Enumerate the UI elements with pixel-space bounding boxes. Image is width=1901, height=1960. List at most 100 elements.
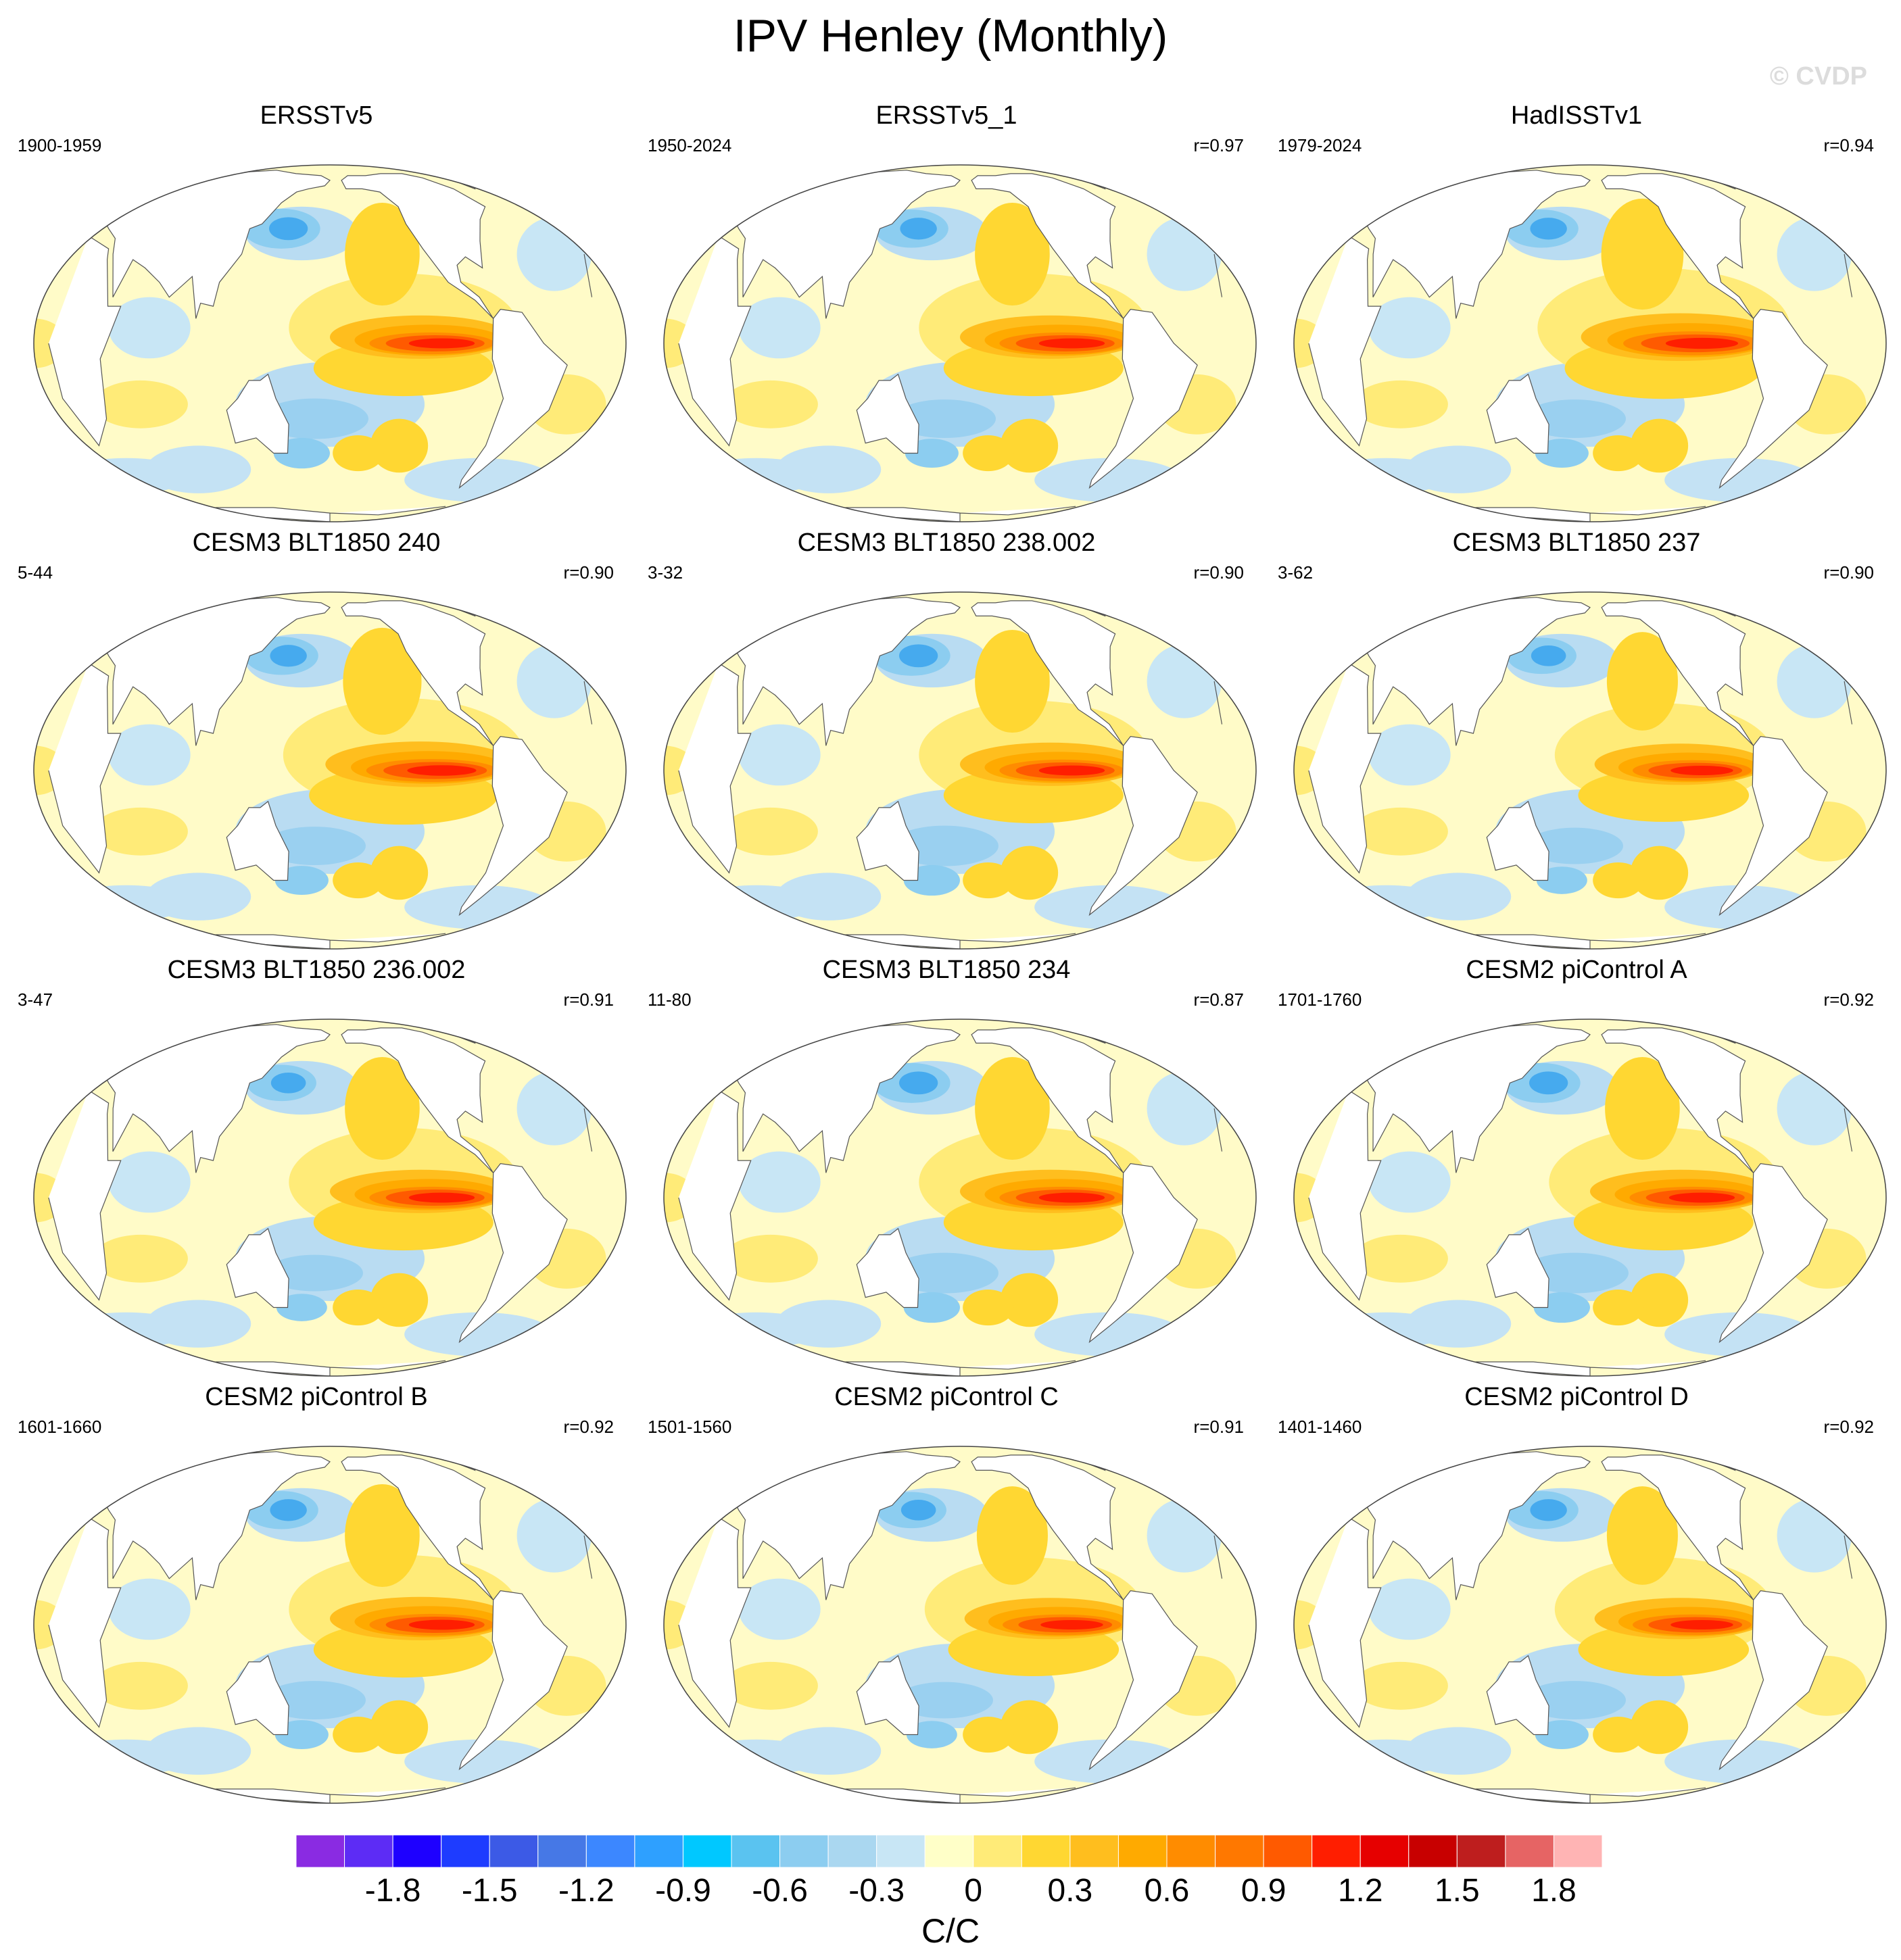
panel-title: CESM2 piControl C	[834, 1383, 1059, 1411]
panel-correlation: r=0.92	[563, 1417, 614, 1437]
map-outline	[1293, 1446, 1887, 1804]
panel-correlation: r=0.90	[563, 562, 614, 583]
panel-period: 3-62	[1278, 562, 1314, 583]
colorbar-tick-label: -1.8	[364, 1873, 421, 1909]
land-australia	[226, 373, 289, 454]
land-australia	[856, 1227, 919, 1308]
map-outline	[1293, 164, 1887, 522]
panel-title: CESM3 BLT1850 237	[1452, 529, 1701, 557]
land-southAmerica	[1718, 735, 1828, 916]
panel-period: 11-80	[648, 989, 692, 1010]
colorbar-swatch	[1069, 1835, 1119, 1867]
land-africa	[48, 235, 593, 447]
colorbar-tick-label: 1.8	[1531, 1873, 1577, 1909]
colorbar-tick-label: -1.2	[558, 1873, 615, 1909]
colorbar-tick-label: -0.3	[848, 1873, 905, 1909]
map-outline	[1293, 1019, 1887, 1377]
panel-title: CESM3 BLT1850 240	[192, 529, 441, 557]
colorbar-swatch	[1021, 1835, 1071, 1867]
land-africa	[1308, 662, 1853, 874]
colorbar-swatch	[1215, 1835, 1264, 1867]
colorbar-tick-label: -1.5	[461, 1873, 518, 1909]
sst-field	[34, 1019, 626, 1376]
colorbar-swatch	[296, 1835, 345, 1867]
land-australia	[1486, 800, 1549, 881]
land-southAmerica	[1088, 1590, 1198, 1771]
panel-period: 1900-1959	[18, 135, 102, 155]
colorbar-swatch	[1359, 1835, 1410, 1867]
land-southAmerica	[1718, 1590, 1828, 1771]
world-map	[1293, 1446, 1887, 1804]
panel-title: CESM2 piControl A	[1466, 956, 1687, 984]
map-outline	[1293, 591, 1887, 950]
land-northAmerica	[341, 600, 494, 746]
land-northAmerica	[971, 1027, 1124, 1173]
cvdp-watermark: © CVDP	[1769, 62, 1867, 91]
colorbar-swatch	[537, 1835, 587, 1867]
panel-period: 1701-1760	[1278, 989, 1362, 1010]
panel-correlation: r=0.90	[1193, 562, 1244, 583]
colorbar-units: C/C	[921, 1912, 980, 1950]
sst-field	[1294, 165, 1886, 522]
land-northAmerica	[341, 1454, 494, 1600]
colorbar-swatch	[1553, 1835, 1602, 1867]
land-southAmerica	[1088, 308, 1198, 489]
land-africa	[1308, 235, 1853, 447]
map-panel: CESM3 BLT1850 236.002 3-47 r=0.91	[5, 956, 627, 1381]
map-panel: CESM3 BLT1850 240 5-44 r=0.90	[5, 529, 627, 954]
map-panel: HadISSTv1 1979-2024 r=0.94	[1266, 101, 1887, 527]
sst-field	[664, 592, 1256, 949]
land-northAmerica	[971, 173, 1124, 319]
land-southAmerica	[1088, 1162, 1198, 1344]
colorbar-swatch	[392, 1835, 442, 1867]
panel-period: 1501-1560	[648, 1417, 732, 1437]
colorbar-swatch	[1505, 1835, 1554, 1867]
colorbar-tick-label: 0.9	[1241, 1873, 1286, 1909]
land-australia	[226, 800, 289, 881]
map-panel: CESM3 BLT1850 237 3-62 r=0.90	[1266, 529, 1887, 954]
world-map	[33, 591, 627, 950]
land-northAmerica	[1601, 1454, 1754, 1600]
panel-title: CESM3 BLT1850 236.002	[167, 956, 466, 984]
land-africa	[678, 1089, 1223, 1301]
land-africa	[678, 235, 1223, 447]
land-africa	[48, 1089, 593, 1301]
land-northAmerica	[971, 600, 1124, 746]
map-panel: CESM3 BLT1850 234 11-80 r=0.87	[635, 956, 1257, 1381]
land-australia	[856, 1655, 919, 1736]
land-africa	[1308, 1517, 1853, 1728]
sst-field	[1294, 1446, 1886, 1803]
world-map	[33, 164, 627, 522]
land-southAmerica	[458, 1162, 568, 1344]
panel-title: CESM2 piControl B	[205, 1383, 428, 1411]
land-africa	[48, 1517, 593, 1728]
panel-correlation: r=0.90	[1823, 562, 1874, 583]
colorbar-swatch	[1312, 1835, 1361, 1867]
land-southAmerica	[458, 308, 568, 489]
colorbar-tick-label: -0.9	[655, 1873, 711, 1909]
colorbar-tick-label: 0.3	[1047, 1873, 1093, 1909]
map-panel: ERSSTv5_1 1950-2024 r=0.97	[635, 101, 1257, 527]
land-northAmerica	[341, 173, 494, 319]
map-panel: CESM3 BLT1850 238.002 3-32 r=0.90	[635, 529, 1257, 954]
sst-field	[664, 1019, 1256, 1376]
land-southAmerica	[1718, 308, 1828, 489]
map-outline	[663, 591, 1257, 950]
panel-title: CESM2 piControl D	[1464, 1383, 1689, 1411]
panel-period: 1950-2024	[648, 135, 732, 155]
world-map	[1293, 1019, 1887, 1377]
colorbar-swatch	[441, 1835, 490, 1867]
panel-correlation: r=0.87	[1193, 989, 1244, 1010]
land-southAmerica	[458, 1590, 568, 1771]
world-map	[663, 164, 1257, 522]
panel-correlation: r=0.91	[1193, 1417, 1244, 1437]
panel-period: 1979-2024	[1278, 135, 1362, 155]
map-outline	[663, 1446, 1257, 1804]
map-outline	[33, 1019, 627, 1377]
colorbar-tick-label: 1.2	[1337, 1873, 1383, 1909]
panel-title: ERSSTv5	[260, 101, 373, 130]
map-outline	[33, 164, 627, 522]
world-map	[663, 1446, 1257, 1804]
panel-correlation: r=0.92	[1823, 989, 1874, 1010]
colorbar-swatch	[1263, 1835, 1313, 1867]
